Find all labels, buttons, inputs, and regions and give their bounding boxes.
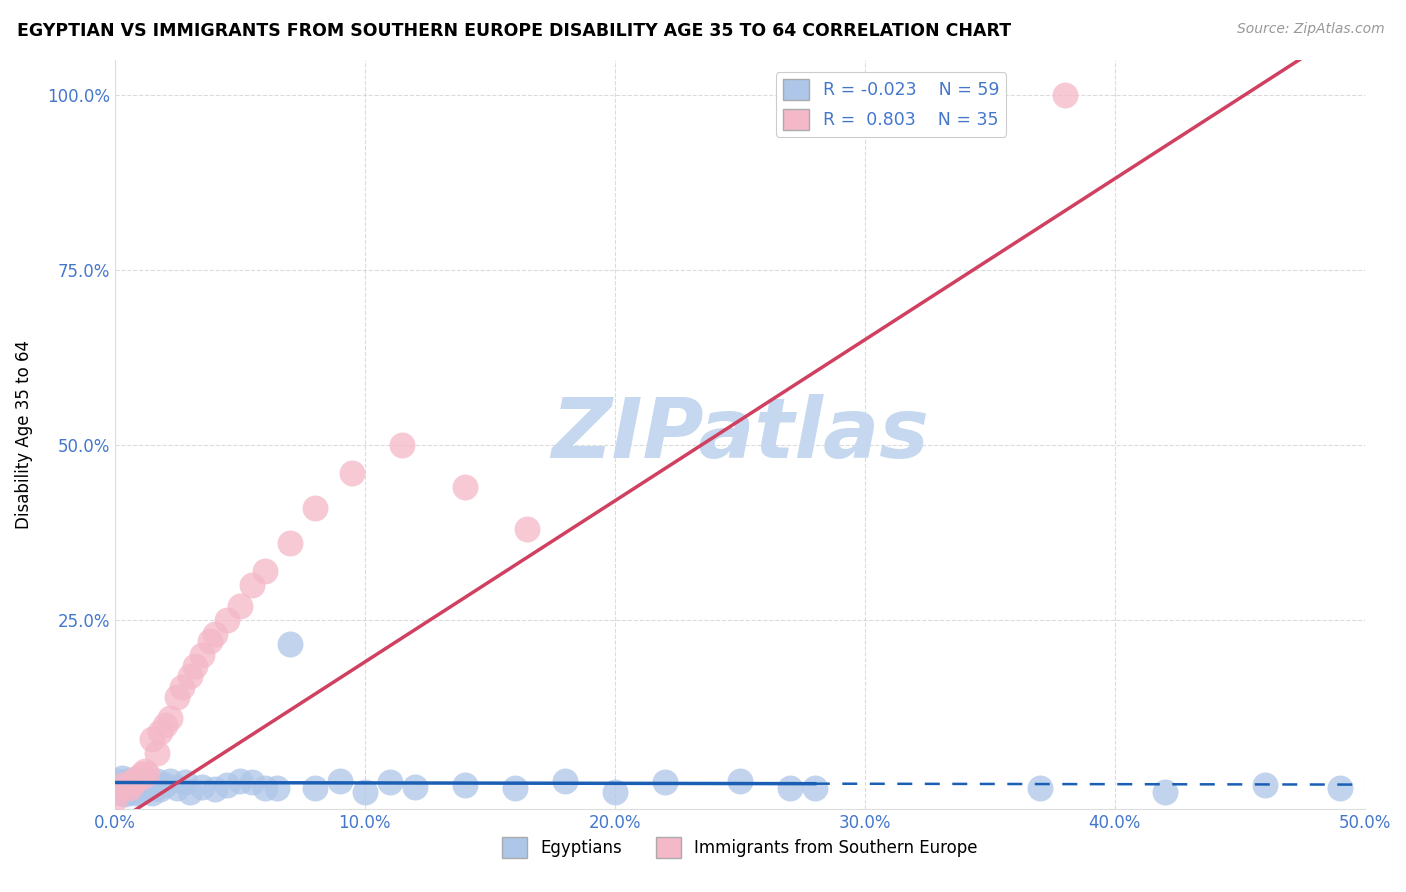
Point — [159, 711, 181, 725]
Point — [105, 784, 128, 798]
Point — [654, 775, 676, 789]
Text: EGYPTIAN VS IMMIGRANTS FROM SOUTHERN EUROPE DISABILITY AGE 35 TO 64 CORRELATION : EGYPTIAN VS IMMIGRANTS FROM SOUTHERN EUR… — [17, 22, 1011, 40]
Point — [108, 782, 131, 797]
Point — [329, 774, 352, 789]
Point — [153, 718, 176, 732]
Point — [118, 772, 141, 787]
Point — [198, 634, 221, 648]
Point — [136, 782, 159, 797]
Point — [454, 778, 477, 792]
Point — [304, 500, 326, 515]
Point — [217, 613, 239, 627]
Point — [1254, 778, 1277, 792]
Point — [153, 778, 176, 792]
Point — [516, 522, 538, 536]
Point — [1153, 784, 1175, 798]
Point — [166, 690, 188, 704]
Point — [118, 785, 141, 799]
Point — [217, 778, 239, 792]
Point — [240, 775, 263, 789]
Point — [105, 774, 128, 789]
Point — [454, 480, 477, 494]
Point — [117, 775, 139, 789]
Point — [378, 775, 401, 789]
Point — [131, 767, 153, 781]
Point — [173, 775, 195, 789]
Point — [149, 725, 172, 739]
Point — [127, 778, 149, 792]
Legend: Egyptians, Immigrants from Southern Europe: Egyptians, Immigrants from Southern Euro… — [495, 830, 984, 864]
Point — [253, 781, 276, 796]
Point — [124, 786, 146, 800]
Point — [278, 536, 301, 550]
Point — [184, 658, 207, 673]
Point — [114, 787, 136, 801]
Point — [128, 771, 150, 785]
Point — [304, 781, 326, 796]
Text: ZIPatlas: ZIPatlas — [551, 394, 929, 475]
Point — [166, 781, 188, 796]
Point — [149, 782, 172, 797]
Point — [108, 778, 131, 792]
Point — [127, 771, 149, 785]
Point — [139, 778, 162, 792]
Point — [204, 782, 226, 797]
Point — [554, 774, 576, 789]
Point — [121, 777, 143, 791]
Point — [342, 466, 364, 480]
Point — [128, 774, 150, 789]
Point — [179, 784, 201, 798]
Point — [728, 774, 751, 789]
Point — [118, 781, 141, 796]
Point — [229, 599, 252, 613]
Point — [104, 781, 127, 796]
Point — [353, 784, 375, 798]
Point — [134, 775, 156, 789]
Point — [146, 774, 169, 789]
Point — [391, 438, 413, 452]
Point — [141, 786, 163, 800]
Point — [1029, 781, 1052, 796]
Point — [131, 780, 153, 794]
Point — [229, 774, 252, 789]
Point — [779, 781, 801, 796]
Point — [124, 781, 146, 796]
Point — [804, 781, 827, 796]
Point — [128, 784, 150, 798]
Point — [1329, 781, 1351, 796]
Point — [105, 784, 128, 798]
Point — [143, 781, 166, 796]
Point — [121, 784, 143, 798]
Point — [603, 784, 626, 798]
Point — [127, 782, 149, 797]
Point — [124, 774, 146, 789]
Point — [134, 764, 156, 778]
Point — [204, 627, 226, 641]
Point — [111, 786, 134, 800]
Point — [266, 781, 288, 796]
Point — [404, 780, 426, 794]
Point — [141, 732, 163, 747]
Point — [1053, 87, 1076, 102]
Point — [503, 781, 526, 796]
Point — [111, 778, 134, 792]
Point — [146, 746, 169, 760]
Point — [117, 783, 139, 797]
Point — [117, 780, 139, 794]
Point — [253, 564, 276, 578]
Point — [240, 578, 263, 592]
Point — [179, 669, 201, 683]
Point — [104, 791, 127, 805]
Point — [114, 780, 136, 794]
Y-axis label: Disability Age 35 to 64: Disability Age 35 to 64 — [15, 340, 32, 529]
Point — [278, 638, 301, 652]
Point — [111, 771, 134, 785]
Point — [136, 767, 159, 781]
Point — [159, 774, 181, 789]
Point — [121, 774, 143, 789]
Point — [191, 648, 214, 662]
Text: Source: ZipAtlas.com: Source: ZipAtlas.com — [1237, 22, 1385, 37]
Point — [172, 680, 194, 694]
Point — [191, 780, 214, 794]
